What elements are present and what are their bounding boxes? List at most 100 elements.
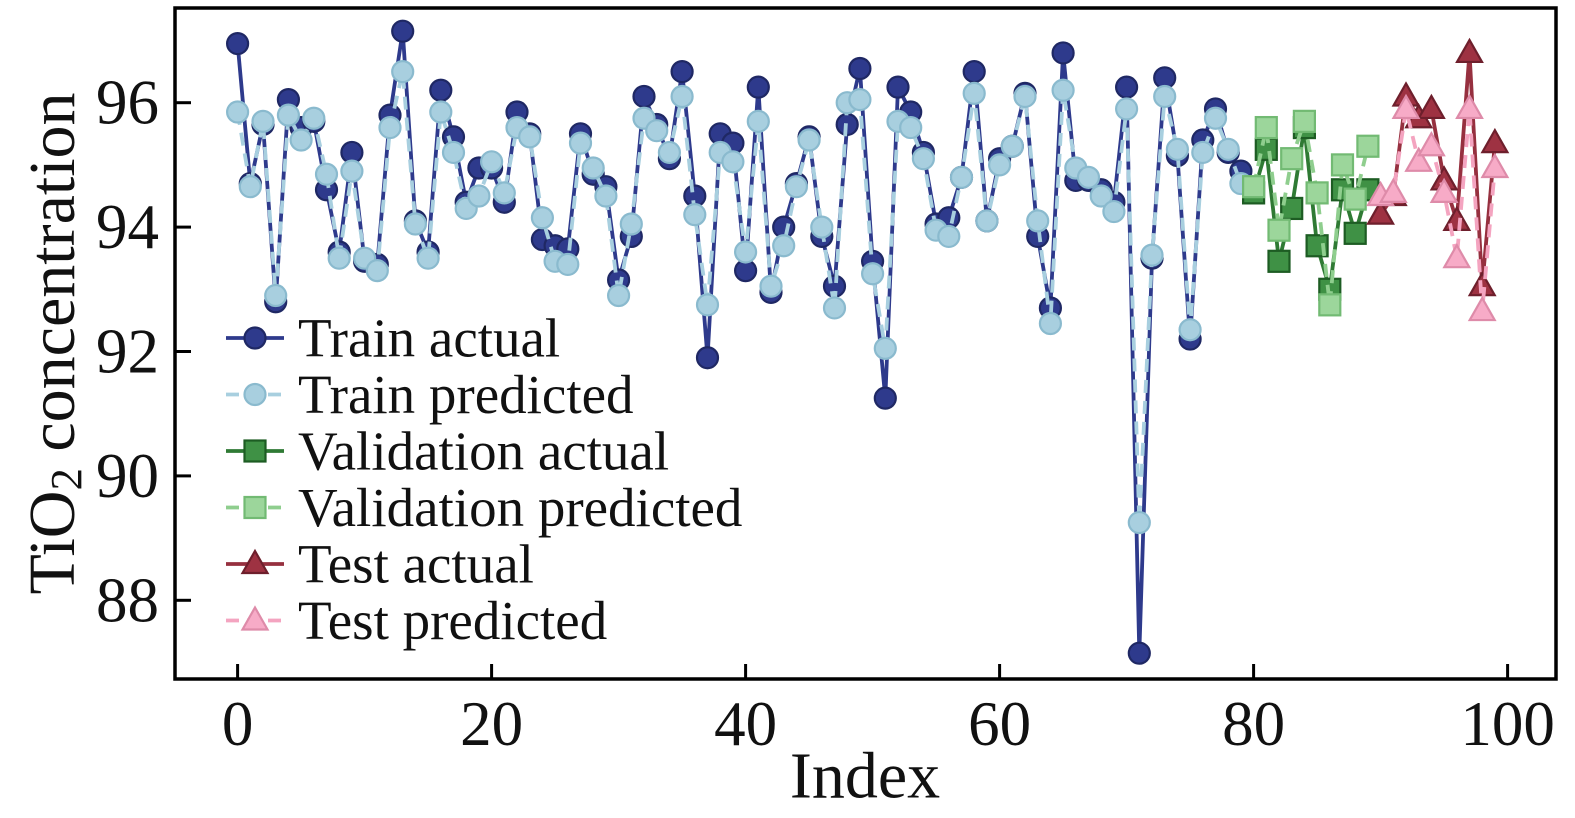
train-predicted-marker [581, 156, 605, 180]
x-tick-label: 80 [1222, 689, 1285, 759]
test-actual-marker [1366, 199, 1395, 225]
test-predicted-marker [1404, 146, 1434, 172]
train-actual-marker [429, 78, 453, 102]
train-predicted-marker [1000, 134, 1024, 158]
train-predicted-marker [1203, 106, 1228, 130]
train-predicted-marker [810, 215, 834, 239]
y-axis-title: TiO2 concentration [16, 92, 92, 594]
train-predicted-marker [1038, 311, 1063, 336]
legend-validation-actual: Validation actual [226, 421, 669, 482]
train-predicted-marker [1127, 510, 1151, 535]
train-predicted-marker [1153, 84, 1177, 109]
validation-predicted-marker [1267, 218, 1291, 242]
train-predicted-line [235, 69, 1243, 525]
validation-predicted-marker [1292, 109, 1317, 133]
y-tick-label: 90 [96, 441, 159, 511]
train-predicted-marker [759, 274, 783, 298]
train-predicted-marker [772, 234, 796, 258]
train-predicted-marker [492, 181, 516, 205]
legend-test-predicted-label: Test predicted [298, 590, 607, 651]
train-predicted-marker [403, 212, 427, 236]
train-predicted-marker [314, 162, 339, 186]
test-predicted-marker [1480, 152, 1510, 179]
train-actual-marker [886, 75, 910, 99]
axis-ticks: 96 94 92 90 88 0 20 40 60 80 100 [96, 68, 1555, 759]
train-actual-marker [746, 75, 770, 99]
train-actual-marker [962, 59, 986, 84]
train-predicted-marker [276, 103, 300, 127]
train-predicted-marker [860, 262, 885, 286]
train-predicted-marker [670, 84, 694, 109]
train-predicted-marker [1165, 137, 1190, 161]
train-predicted-marker [530, 206, 555, 230]
train-predicted-marker [1051, 78, 1075, 102]
legend-validation-actual-marker [243, 439, 267, 463]
x-tick-label: 20 [460, 689, 523, 759]
train-predicted-marker [391, 59, 415, 84]
train-predicted-marker [1026, 209, 1050, 233]
train-predicted-marker [746, 109, 770, 133]
test-predicted-marker [1455, 93, 1484, 120]
train-predicted-marker [467, 184, 491, 208]
test-predicted-series [1366, 93, 1510, 322]
train-predicted-series [226, 59, 1253, 535]
train-predicted-marker [721, 150, 745, 174]
legend-validation-predicted-marker [243, 495, 267, 520]
train-predicted-marker [568, 131, 593, 155]
train-predicted-marker [645, 119, 669, 143]
y-tick-label: 96 [96, 68, 159, 138]
validation-predicted-marker [1356, 134, 1380, 158]
train-predicted-marker [1191, 140, 1215, 165]
test-actual-marker [1480, 127, 1510, 154]
train-predicted-marker [683, 203, 707, 227]
train-actual-marker [670, 59, 694, 84]
test-predicted-marker [1378, 177, 1408, 203]
y-tick-label: 92 [96, 317, 159, 387]
legend-validation-actual-label: Validation actual [298, 421, 669, 482]
train-actual-marker [226, 32, 250, 56]
legend-test-actual-label: Test actual [298, 534, 534, 595]
validation-predicted-marker [1280, 147, 1304, 171]
train-predicted-marker [518, 125, 542, 149]
validation-predicted-line [1251, 119, 1370, 307]
data-series [226, 19, 1510, 665]
legend-train-actual: Train actual [226, 308, 560, 369]
train-predicted-marker [937, 224, 961, 249]
train-predicted-marker [1089, 184, 1113, 208]
train-predicted-marker [594, 184, 618, 208]
train-actual-marker [1051, 41, 1075, 65]
train-predicted-marker [619, 212, 643, 236]
validation-actual-marker [1343, 221, 1367, 245]
test-actual-marker [1455, 37, 1484, 64]
train-predicted-marker [873, 336, 897, 360]
train-predicted-marker [848, 87, 872, 112]
train-predicted-marker [480, 150, 504, 174]
test-predicted-marker [1442, 242, 1472, 269]
train-predicted-marker [1102, 199, 1126, 224]
legend-test-actual-marker [240, 548, 270, 575]
train-predicted-marker [429, 100, 453, 124]
train-predicted-marker [327, 246, 351, 270]
train-predicted-marker [1178, 318, 1202, 342]
train-predicted-marker [251, 109, 275, 133]
train-predicted-marker [606, 283, 631, 308]
train-predicted-marker [264, 283, 288, 308]
x-tick-label: 0 [222, 689, 254, 759]
train-actual-marker [632, 84, 656, 109]
train-actual-marker [848, 56, 872, 81]
y-tick-label: 94 [96, 192, 159, 262]
train-predicted-marker [441, 140, 466, 165]
train-predicted-marker [378, 115, 402, 140]
train-predicted-marker [962, 81, 986, 105]
train-predicted-marker [695, 293, 720, 317]
train-predicted-marker [975, 209, 999, 233]
train-predicted-marker [911, 147, 936, 171]
y-tick-label: 88 [96, 565, 159, 635]
train-predicted-marker [797, 128, 821, 152]
legend-test-actual: Test actual [226, 534, 534, 595]
train-predicted-marker [1114, 97, 1139, 121]
train-predicted-marker [784, 175, 809, 199]
validation-predicted-marker [1254, 115, 1278, 140]
validation-actual-marker [1267, 249, 1291, 273]
